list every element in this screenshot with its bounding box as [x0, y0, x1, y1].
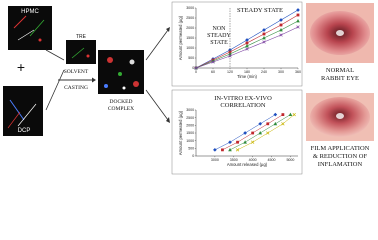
marker	[221, 148, 224, 152]
y-axis-label: Amount permeated (µg)	[178, 110, 183, 155]
y-tick-label: 1000	[186, 46, 194, 50]
annotation: STATE	[210, 40, 228, 46]
hpmc-image: HPMC	[8, 6, 52, 50]
y-tick-label: 2500	[186, 116, 194, 120]
y-tick-label: 2000	[186, 26, 194, 30]
annotation: STEADY STATE	[237, 7, 283, 14]
x-tick-label: 3500	[230, 158, 238, 162]
y-axis-label: Amount permeated (µg)	[178, 15, 183, 60]
marker	[288, 112, 293, 116]
dcp-label: DCP	[18, 128, 31, 134]
y-tick-label: 3000	[186, 6, 194, 10]
y-tick-label: 500	[188, 56, 194, 60]
marker	[273, 112, 278, 117]
chart-frame	[171, 1, 303, 87]
y-tick-label: 1500	[186, 36, 194, 40]
solvent-casting-label: SOLVENT	[64, 69, 89, 75]
marker	[296, 8, 300, 12]
marker	[194, 66, 198, 70]
x-tick-label: 5000	[286, 158, 294, 162]
y-tick-label: 1500	[186, 131, 194, 135]
marker	[266, 122, 270, 126]
y-tick-label: 0	[192, 66, 194, 70]
marker	[236, 140, 239, 144]
y-tick-label: 2000	[186, 124, 194, 128]
marker	[245, 38, 249, 42]
marker	[243, 131, 247, 135]
marker	[281, 122, 285, 126]
marker	[273, 121, 278, 126]
y-tick-label: 500	[188, 147, 194, 151]
marker	[296, 19, 300, 23]
y-tick-label: 1000	[186, 139, 194, 143]
marker	[279, 28, 283, 32]
marker	[266, 131, 270, 135]
plus-sign: +	[17, 59, 25, 75]
marker	[228, 147, 232, 152]
x-tick-label: 180	[244, 70, 250, 74]
x-tick-label: 3000	[211, 158, 219, 162]
normal-eye-label: RABBIT EYE	[321, 75, 359, 82]
y-tick-label: 0	[192, 154, 194, 158]
x-tick-label: 60	[211, 70, 215, 74]
marker	[296, 25, 300, 29]
dcp-image: DCP	[3, 86, 43, 136]
marker	[235, 148, 240, 152]
x-tick-label: 4000	[249, 158, 257, 162]
treated-eye-label: INFLAMATION	[318, 161, 363, 168]
marker	[245, 47, 249, 51]
marker	[292, 112, 296, 117]
tre-label: TRE	[76, 34, 87, 40]
marker	[211, 60, 215, 64]
x-tick-label: 4500	[268, 158, 276, 162]
x-tick-label: 120	[227, 70, 233, 74]
marker	[245, 41, 249, 45]
hpmc-label: HPMC	[21, 9, 39, 15]
tre-image: TRE	[66, 34, 96, 64]
marker	[281, 113, 285, 116]
graphical-abstract: HPMC + DCP TRE SOLVENT CASTING DOCKED CO…	[3, 1, 374, 175]
docked-complex-label: COMPLEX	[108, 106, 134, 112]
marker	[262, 32, 266, 36]
marker	[279, 33, 283, 37]
marker	[245, 44, 249, 48]
y-tick-label: 2500	[186, 16, 194, 20]
marker	[262, 28, 266, 32]
marker	[243, 140, 247, 144]
x-axis-label: Time (min)	[237, 74, 257, 79]
marker	[262, 36, 266, 40]
x-axis-label: Amount released (µg)	[227, 162, 268, 167]
marker	[279, 23, 283, 27]
annotation: STEADY	[207, 33, 231, 39]
marker	[213, 148, 217, 152]
annotation: NON	[213, 26, 227, 32]
docked-complex-image	[98, 50, 144, 94]
x-tick-label: 360	[295, 70, 301, 74]
marker	[228, 140, 232, 145]
solvent-casting-label: CASTING	[64, 85, 88, 91]
marker	[251, 131, 255, 135]
docked-complex-label: DOCKED	[110, 99, 133, 105]
x-tick-label: 300	[278, 70, 284, 74]
marker	[258, 121, 263, 126]
x-tick-label: 0	[195, 70, 197, 74]
marker	[251, 140, 255, 144]
treated-eye-label: FILM APPLICATION	[311, 145, 370, 152]
marker	[258, 131, 263, 135]
chart-frame	[171, 89, 303, 175]
correlation-chart: 0 500 1000 1500 2000 2500 3000 3000 3500 4000 4500…	[178, 108, 298, 167]
marker	[279, 18, 283, 22]
x-tick-label: 240	[261, 70, 267, 74]
treated-eye-label: & REDUCTION OF	[313, 153, 368, 160]
y-tick-label: 3000	[186, 108, 194, 112]
marker	[296, 13, 300, 17]
permeation-chart: 0 500 1000 1500 2000 2500 3000 0 60 120 180 240 300 3…	[178, 6, 301, 79]
marker	[262, 40, 266, 44]
chart-title: IN-VITRO EX-VIVO	[214, 95, 272, 102]
normal-eye-label: NORMAL	[326, 67, 354, 74]
chart-title: CORRELATION	[220, 102, 265, 109]
